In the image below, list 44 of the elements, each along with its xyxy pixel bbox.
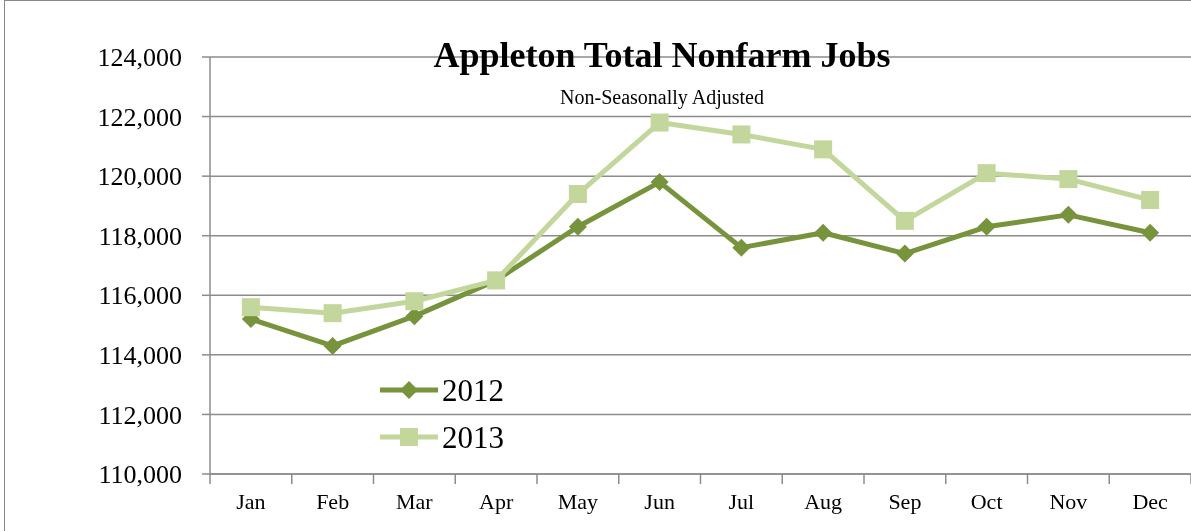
y-tick-label: 118,000 xyxy=(98,221,182,251)
point xyxy=(1059,205,1078,224)
point xyxy=(1141,223,1160,242)
x-tick-label: Feb xyxy=(316,489,350,514)
y-tick-label: 124,000 xyxy=(97,43,182,73)
chart-title: Appleton Total Nonfarm Jobs xyxy=(433,35,891,75)
x-tick-label: Sep xyxy=(888,489,922,514)
x-tick-label: Jun xyxy=(644,489,675,514)
y-tick-label: 110,000 xyxy=(98,460,182,490)
x-tick-label: Aug xyxy=(804,489,843,514)
y-tick-label: 116,000 xyxy=(98,281,182,311)
point xyxy=(732,125,751,144)
legend-label: 2013 xyxy=(442,419,504,455)
x-tick-label: Nov xyxy=(1049,489,1088,514)
text: Non-Seasonally Adjusted xyxy=(560,86,764,109)
y-tick-label: 114,000 xyxy=(98,340,182,370)
point xyxy=(568,217,587,236)
point xyxy=(568,185,587,204)
point xyxy=(241,298,260,317)
point xyxy=(323,336,342,355)
y-tick-label: 112,000 xyxy=(98,400,182,430)
point xyxy=(732,238,751,257)
x-tick-label: Jan xyxy=(236,489,266,514)
legend-label: 2012 xyxy=(442,372,504,408)
x-tick-label: Jul xyxy=(728,489,755,514)
x-tick-label: Dec xyxy=(1132,489,1169,514)
point xyxy=(1141,190,1160,209)
point xyxy=(650,113,669,132)
point xyxy=(977,164,996,183)
x-tick-label: Oct xyxy=(970,489,1003,514)
point xyxy=(650,173,669,192)
point xyxy=(814,140,833,159)
point xyxy=(1059,170,1078,189)
x-tick-label: May xyxy=(557,489,599,514)
x-tick-label: Mar xyxy=(396,489,434,514)
point xyxy=(323,304,342,323)
point xyxy=(405,292,424,311)
point xyxy=(977,217,996,236)
y-tick-label: 122,000 xyxy=(97,102,182,132)
y-tick-label: 120,000 xyxy=(97,162,182,192)
point xyxy=(895,211,914,230)
x-tick-label: Apr xyxy=(479,489,514,514)
point xyxy=(814,223,833,242)
point xyxy=(895,244,914,263)
